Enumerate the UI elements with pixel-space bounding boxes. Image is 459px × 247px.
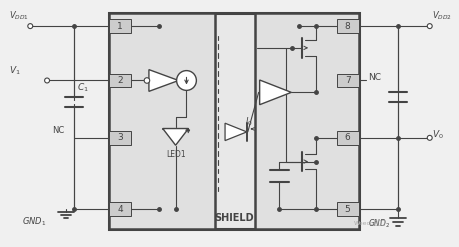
Polygon shape [163,128,189,145]
Text: 7: 7 [345,76,351,85]
Bar [337,202,358,216]
Text: $V_0$: $V_0$ [432,129,443,141]
Text: 4: 4 [118,205,123,213]
Text: $V_1$: $V_1$ [9,64,20,77]
Circle shape [177,71,196,90]
Text: $GND_1$: $GND_1$ [22,216,47,228]
Bar [109,19,131,33]
Text: $I_0$: $I_0$ [245,116,252,128]
Text: 5: 5 [345,205,351,213]
Text: LED1: LED1 [166,150,185,159]
Polygon shape [260,80,291,105]
Text: NC: NC [52,126,64,135]
Text: SHIELD: SHIELD [214,213,254,223]
Text: 3: 3 [118,133,123,142]
Bar [337,131,358,145]
Bar [109,13,358,229]
Text: 6: 6 [345,133,351,142]
Circle shape [28,24,33,29]
Text: $V_{DD2}$: $V_{DD2}$ [432,10,452,22]
Circle shape [427,135,432,140]
Bar [337,19,358,33]
Bar [337,74,358,87]
Bar [109,74,131,87]
Circle shape [45,78,50,83]
Text: 1: 1 [118,21,123,31]
Text: $C_1$: $C_1$ [77,82,89,94]
Text: $V_{DD1}$: $V_{DD1}$ [9,10,28,22]
Polygon shape [225,123,247,141]
Bar [109,131,131,145]
Circle shape [144,78,150,83]
Circle shape [427,24,432,29]
Text: $GND_2$: $GND_2$ [369,218,391,230]
Polygon shape [149,70,179,91]
Text: 2: 2 [118,76,123,85]
Bar [73,101,75,103]
Bar [109,202,131,216]
Bar [255,13,358,229]
Bar [109,13,215,229]
Text: 8: 8 [345,21,351,31]
Text: NC: NC [369,73,381,82]
Text: Weeco电子库: Weeco电子库 [353,220,386,226]
